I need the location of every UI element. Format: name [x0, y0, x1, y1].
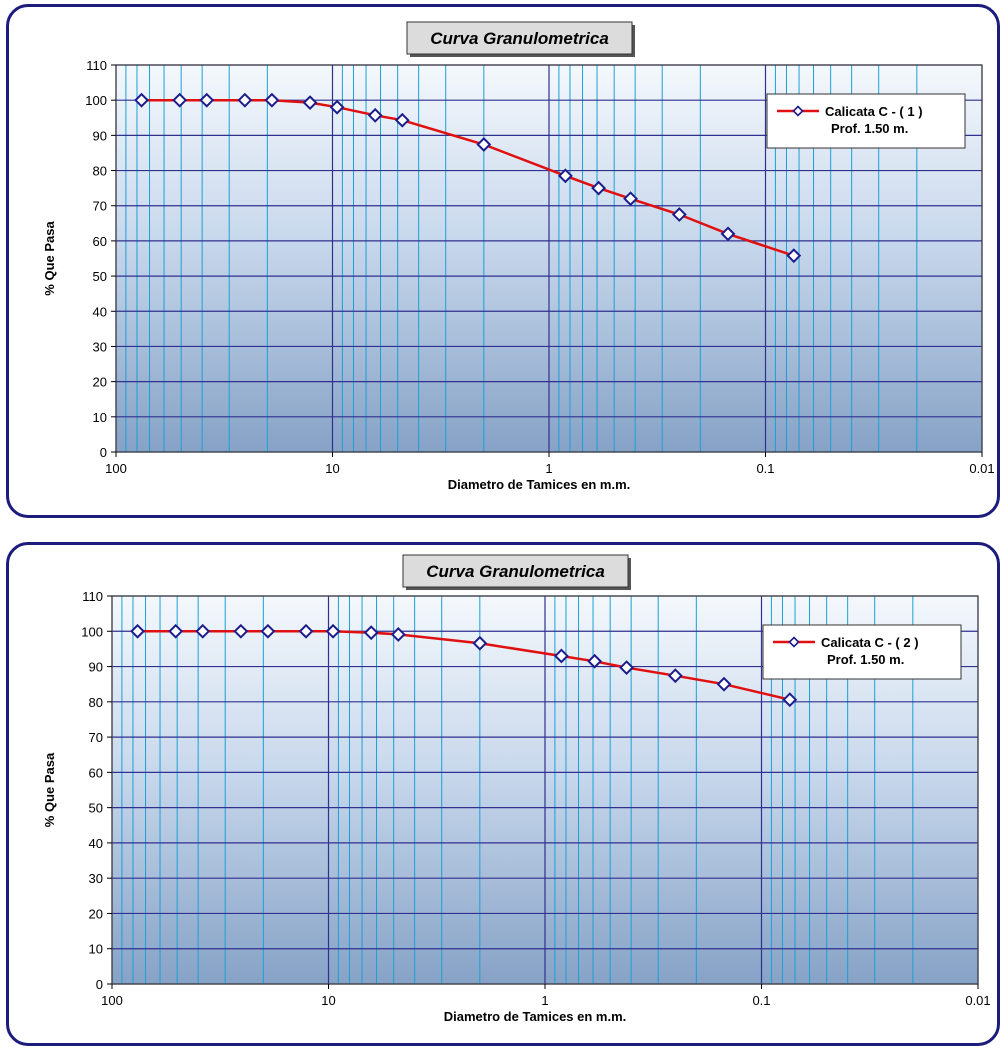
- chart-1-y-axis-title: % Que Pasa: [42, 221, 57, 296]
- chart-2-data-point-marker: [325, 623, 341, 639]
- chart-1-x-tick-label: 10: [325, 461, 339, 476]
- chart-1-data-point-marker: [199, 92, 215, 108]
- chart-1-y-tick-label: 10: [93, 410, 107, 425]
- chart-2-y-tick-label: 90: [89, 660, 103, 675]
- chart-1-y-tick-label: 40: [93, 304, 107, 319]
- chart-1-data-point-marker: [302, 95, 318, 111]
- chart-1-data-point-marker: [623, 191, 638, 207]
- chart-1-data-point-marker: [557, 168, 573, 184]
- chart-1-data-point-marker: [786, 248, 802, 264]
- chart-2-y-tick-label: 100: [81, 624, 103, 639]
- chart-2-y-tick-label: 10: [89, 942, 103, 957]
- chart-2-data-point-marker: [553, 648, 569, 664]
- chart-2-series-line: [137, 630, 791, 701]
- chart-1-legend-label: Prof. 1.50 m.: [831, 121, 908, 136]
- chart-2-y-tick-label: 60: [89, 765, 103, 780]
- chart-2-data-point-marker: [587, 653, 603, 669]
- chart-1-y-tick-label: 50: [93, 269, 107, 284]
- chart-1-y-tick-label: 90: [93, 128, 107, 143]
- chart-2-y-tick-label: 30: [89, 871, 103, 886]
- chart-2-legend-label: Calicata C - ( 2 ): [821, 635, 919, 650]
- chart-panel-2: 0 10 20 30 40 50 60 70 80 90 100 110 100 10 1 0.1 0.01 Di…: [6, 542, 1000, 1046]
- chart-1-data-point-marker: [671, 207, 687, 222]
- chart-2-data-point-marker: [390, 627, 406, 642]
- chart-1-data-point-marker: [134, 92, 149, 108]
- chart-1-data-point-marker: [172, 92, 188, 108]
- chart-2-data-point-marker: [195, 623, 211, 639]
- chart-1-y-tick-label: 110: [86, 58, 107, 73]
- chart-2-title-box: [402, 554, 629, 588]
- chart-1-y-tick-label: 80: [93, 164, 107, 179]
- chart-1-y-tick-label: 30: [93, 339, 107, 354]
- chart-2-data-point-marker: [363, 625, 379, 641]
- chart-2-y-tick-label: 40: [89, 836, 103, 851]
- chart-2-data-point-marker: [298, 623, 314, 639]
- chart-2-data-point-marker: [130, 623, 145, 639]
- chart-1-series-line: [141, 98, 795, 257]
- chart-2-y-tick-label: 50: [89, 801, 103, 816]
- chart-1-data-point-marker: [394, 112, 410, 128]
- chart-2-data-point-marker: [472, 635, 488, 651]
- chart-2-y-tick-label: 80: [89, 695, 103, 710]
- chart-2-legend-label: Prof. 1.50 m.: [827, 652, 904, 667]
- chart-2-x-tick-label: 10: [321, 993, 335, 1008]
- chart-1-x-tick-label: 0.01: [969, 461, 994, 476]
- chart-1-data-point-marker: [237, 92, 253, 108]
- chart-2-y-tick-label: 110: [82, 589, 103, 604]
- chart-1-y-tick-label: 100: [85, 93, 107, 108]
- chart-2-data-point-marker: [619, 660, 634, 676]
- chart-1-x-tick-label: 0.1: [756, 461, 774, 476]
- chart-panel-1: 0 10 20 30 40 50 60 70 80 90 100 110 100 10 1 0.1 0.01 Di…: [6, 4, 1000, 518]
- chart-1-y-tick-label: 60: [93, 234, 107, 249]
- chart-2-y-tick-label: 20: [89, 906, 103, 921]
- chart-2-data-point-marker: [716, 676, 732, 692]
- chart-2-y-tick-label: 70: [89, 730, 103, 745]
- chart-2-svg: 0 10 20 30 40 50 60 70 80 90 100 110 100 10 1 0.1 0.01 Di…: [42, 554, 991, 1024]
- chart-2-x-axis-title: Diametro de Tamices en m.m.: [444, 1009, 627, 1024]
- chart-1-data-point-marker: [476, 137, 492, 152]
- chart-2-data-point-marker: [667, 668, 683, 684]
- chart-2-data-point-marker: [260, 623, 276, 639]
- chart-1-chart-title: Curva Granulometrica: [430, 29, 609, 48]
- chart-1-x-tick-label: 1: [545, 461, 552, 476]
- chart-2-data-point-marker: [782, 692, 798, 708]
- chart-2-data-point-marker: [168, 623, 184, 639]
- chart-2-x-tick-label: 1: [541, 993, 548, 1008]
- chart-1-data-point-marker: [720, 226, 736, 242]
- chart-1-data-point-marker: [591, 180, 607, 196]
- chart-1-data-point-marker: [264, 92, 280, 108]
- chart-1-svg: 0 10 20 30 40 50 60 70 80 90 100 110 100 10 1 0.1 0.01 Di…: [42, 21, 995, 492]
- chart-1-x-axis-title: Diametro de Tamices en m.m.: [448, 477, 631, 492]
- chart-1-data-point-marker: [329, 99, 345, 115]
- chart-2-y-axis-title: % Que Pasa: [42, 752, 57, 827]
- chart-1-legend-label: Calicata C - ( 1 ): [825, 104, 923, 119]
- chart-1-y-tick-label: 0: [100, 445, 107, 460]
- chart-2-x-tick-label: 0.01: [965, 993, 990, 1008]
- chart-1-y-tick-label: 70: [93, 199, 107, 214]
- chart-1-x-tick-label: 100: [105, 461, 127, 476]
- chart-2-x-tick-label: 0.1: [752, 993, 770, 1008]
- chart-2-y-tick-label: 0: [96, 977, 103, 992]
- chart-1-legend-marker: [792, 105, 804, 117]
- chart-1-title-box: [406, 21, 633, 55]
- chart-1-legend-box: [766, 93, 966, 149]
- chart-1-data-point-marker: [367, 107, 383, 123]
- chart-2-legend-box: [762, 624, 962, 680]
- chart-1-y-tick-label: 20: [93, 375, 107, 390]
- chart-2-chart-title: Curva Granulometrica: [426, 562, 605, 581]
- chart-2-data-point-marker: [233, 623, 249, 639]
- chart-2-x-tick-label: 100: [101, 993, 123, 1008]
- chart-2-legend-marker: [788, 636, 800, 648]
